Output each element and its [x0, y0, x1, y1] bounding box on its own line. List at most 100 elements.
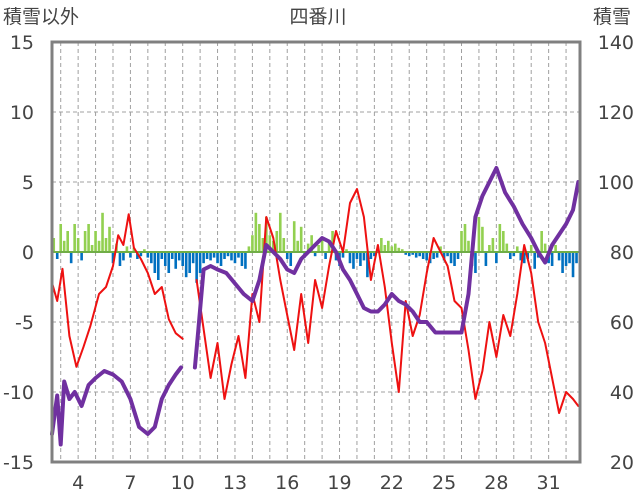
x-tick-label: 19: [327, 472, 351, 494]
snowfall-bar: [195, 252, 198, 283]
right-tick-label: 40: [610, 382, 634, 404]
left-tick-label: 5: [22, 172, 34, 194]
snowfall-bar: [310, 235, 313, 252]
snowfall-bar: [268, 235, 272, 252]
x-axis-ticks: 4 7 10 13 16 19 22 25 28 31: [72, 472, 561, 494]
snowfall-bar: [327, 240, 331, 252]
snowfall-bar: [230, 252, 233, 261]
snowfall-bar: [345, 249, 348, 252]
snowfall-bar: [561, 252, 564, 273]
snowfall-bar: [463, 224, 467, 252]
snowfall-bar: [397, 247, 401, 252]
snowfall-bar: [191, 252, 195, 264]
snowfall-bar: [484, 252, 488, 266]
snowfall-bar: [292, 221, 296, 252]
right-tick-label: 20: [610, 452, 634, 474]
left-tick-label: -15: [3, 452, 34, 474]
snowfall-bar: [495, 252, 498, 264]
snowfall-bar: [282, 238, 286, 252]
right-axis-ticks: 140 120 100 80 60 40 20: [598, 32, 634, 474]
snowfall-bar: [533, 252, 536, 269]
left-tick-label: 0: [22, 242, 34, 264]
snowfall-bar: [324, 252, 327, 259]
snowfall-bar: [313, 252, 317, 257]
snowfall-bar: [359, 252, 362, 266]
snowfall-bar: [393, 243, 397, 252]
snowfall-bar: [289, 252, 293, 266]
left-tick-label: -10: [3, 382, 34, 404]
snowfall-bar: [163, 252, 167, 266]
snowfall-bar: [299, 226, 303, 252]
snowfall-bar: [94, 231, 97, 252]
snowfall-bar: [205, 252, 209, 259]
snowfall-bar: [564, 252, 568, 266]
snowfall-bar: [62, 240, 66, 252]
snowfall-bar: [275, 231, 279, 252]
snowfall-bar: [272, 240, 275, 252]
x-tick-label: 31: [537, 472, 561, 494]
snowfall-bar: [571, 252, 575, 278]
snowfall-bar: [122, 252, 125, 261]
snowfall-bar: [101, 212, 104, 252]
snowfall-bar: [554, 245, 557, 252]
snowfall-bar: [111, 252, 115, 264]
series-lines: [50, 166, 581, 447]
snowfall-bar: [515, 246, 519, 252]
snowfall-bar: [366, 252, 369, 278]
snowfall-bar: [150, 252, 153, 264]
snowfall-bar: [355, 252, 359, 259]
snowfall-bar: [233, 252, 237, 264]
snowfall-bar: [320, 238, 324, 252]
snowfall-bar: [52, 238, 56, 252]
snowfall-bar: [425, 252, 428, 261]
right-tick-label: 120: [598, 102, 634, 124]
snowfall-bar: [317, 245, 320, 252]
snowfall-bar: [449, 252, 453, 264]
snowfall-bar: [435, 252, 439, 258]
snowfall-bar: [118, 252, 122, 266]
snowfall-bar: [261, 238, 265, 252]
snowfall-bar: [543, 243, 547, 252]
snowfall-bar: [76, 238, 80, 252]
snowfall-bar: [568, 252, 571, 264]
snowfall-bar: [456, 252, 460, 259]
snowfall-bar: [219, 252, 223, 266]
snowfall-bar: [167, 252, 171, 273]
snowfall-bar: [55, 252, 59, 259]
snowfall-bar: [59, 224, 63, 252]
snowfall-bar: [80, 252, 83, 261]
right-tick-label: 60: [610, 312, 634, 334]
snowfall-bar: [87, 224, 90, 252]
snowfall-bar: [467, 240, 470, 252]
snowfall-bar: [174, 252, 178, 269]
snowfall-bar: [348, 252, 352, 264]
snowfall-bar: [223, 252, 226, 259]
snow-depth-line: [50, 365, 183, 447]
snowfall-bar: [143, 249, 146, 252]
snowfall-bar: [69, 252, 73, 264]
x-tick-label: 16: [275, 472, 299, 494]
temperature-line: [195, 188, 580, 414]
snowfall-bar: [529, 245, 533, 252]
snowfall-bar: [453, 252, 456, 266]
snowfall-bar: [202, 252, 205, 264]
snowfall-bar: [400, 249, 404, 252]
snowfall-bar: [244, 252, 247, 269]
left-axis-ticks: 15 10 5 0 -5 -10 -15: [3, 32, 34, 474]
snowfall-bar: [522, 252, 526, 264]
snowfall-bar: [373, 252, 376, 257]
snowfall-bar: [519, 252, 523, 261]
snowfall-bar: [104, 238, 108, 252]
x-tick-label: 28: [484, 472, 508, 494]
snowfall-bar: [188, 252, 191, 273]
snowfall-bar: [108, 226, 111, 252]
snowfall-bar: [481, 226, 484, 252]
snowfall-bar: [139, 252, 143, 257]
snowfall-bar: [432, 252, 435, 259]
snow-depth-line: [192, 166, 581, 370]
snowfall-bar: [177, 252, 181, 261]
snowfall-bar: [380, 238, 383, 252]
x-tick-label: 25: [432, 472, 456, 494]
chart-title: 四番川: [289, 6, 346, 28]
snowfall-bar: [258, 224, 261, 252]
